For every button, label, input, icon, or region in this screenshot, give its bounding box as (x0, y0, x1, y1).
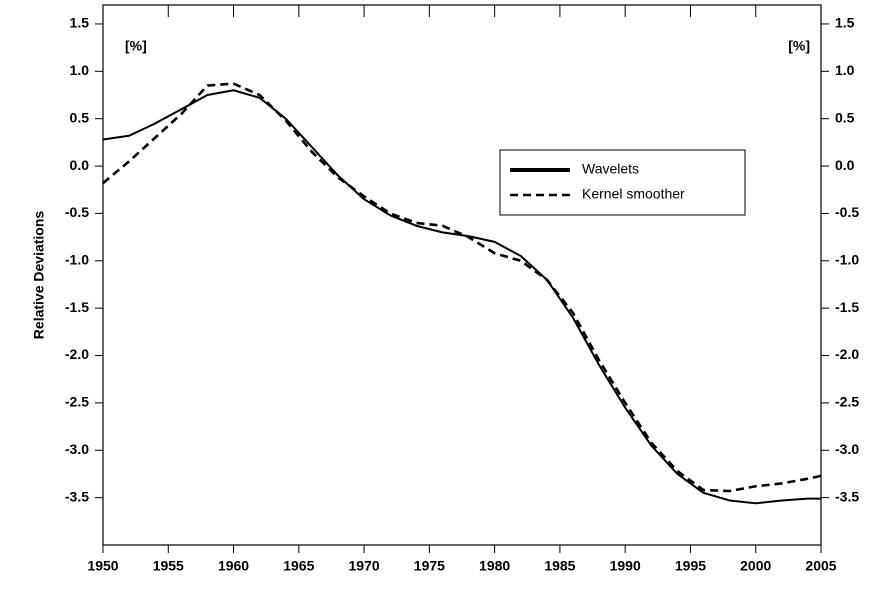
x-tick-label: 1995 (675, 558, 706, 574)
y-tick-label: -2.0 (65, 346, 89, 362)
y-tick-label: 1.5 (70, 15, 90, 31)
x-tick-label: 1990 (610, 558, 641, 574)
legend-label: Kernel smoother (582, 186, 685, 202)
legend-label: Wavelets (582, 161, 639, 177)
y2-tick-label: -1.0 (835, 251, 859, 267)
plot-frame (102, 4, 822, 546)
x-tick-label: 1980 (479, 558, 510, 574)
x-tick-label: 1950 (87, 558, 118, 574)
x-tick-label: 2000 (740, 558, 771, 574)
y-tick-label: -2.5 (65, 394, 89, 410)
y2-tick-label: -3.0 (835, 441, 859, 457)
y2-tick-label: -2.0 (835, 346, 859, 362)
y2-tick-label: 0.5 (835, 109, 855, 125)
y-tick-label: -3.0 (65, 441, 89, 457)
y2-tick-label: -0.5 (835, 204, 859, 220)
x-tick-label: 1965 (283, 558, 314, 574)
y-tick-label: -1.5 (65, 299, 89, 315)
legend-box (499, 149, 746, 216)
x-tick-label: 1985 (544, 558, 575, 574)
series-line (102, 82, 822, 493)
y2-tick-label: -3.5 (835, 488, 859, 504)
y-axis-label: Relative Deviations (31, 211, 47, 340)
y-tick-label: -0.5 (65, 204, 89, 220)
y2-tick-label: -1.5 (835, 299, 859, 315)
x-tick-label: 2005 (805, 558, 836, 574)
y-tick-label: 1.0 (70, 62, 90, 78)
annotation: [%] (788, 38, 810, 54)
x-tick-label: 1975 (414, 558, 445, 574)
y2-tick-label: -2.5 (835, 394, 859, 410)
x-tick-label: 1960 (218, 558, 249, 574)
y-tick-label: 0.0 (70, 157, 90, 173)
x-tick-label: 1970 (349, 558, 380, 574)
y2-tick-label: 0.0 (835, 157, 855, 173)
y-tick-label: -1.0 (65, 251, 89, 267)
x-tick-label: 1955 (153, 558, 184, 574)
y2-tick-label: 1.0 (835, 62, 855, 78)
y-tick-label: 0.5 (70, 109, 90, 125)
annotation: [%] (125, 38, 147, 54)
y2-tick-label: 1.5 (835, 15, 855, 31)
y-tick-label: -3.5 (65, 488, 89, 504)
